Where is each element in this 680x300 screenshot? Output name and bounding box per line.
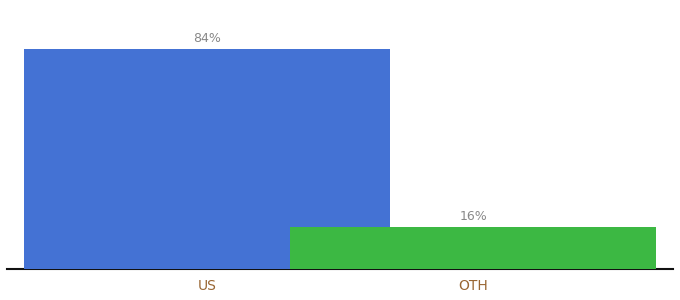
Text: 16%: 16% <box>460 210 487 224</box>
Bar <box>24 49 390 269</box>
Bar <box>290 227 656 269</box>
Text: 84%: 84% <box>193 32 221 45</box>
